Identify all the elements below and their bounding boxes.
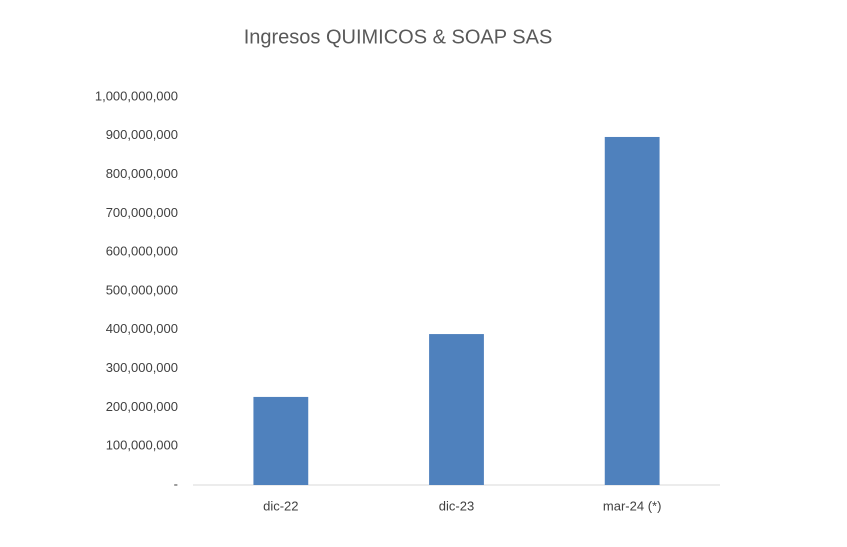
y-tick-label: 800,000,000 (106, 166, 178, 181)
y-tick-label: 500,000,000 (106, 282, 178, 297)
bar (253, 396, 309, 485)
x-tick-label: dic-23 (439, 498, 474, 513)
y-tick-label: 100,000,000 (106, 438, 178, 453)
y-tick-label: - (174, 476, 178, 491)
chart-title: Ingresos QUIMICOS & SOAP SAS (244, 26, 553, 48)
x-tick-label: mar-24 (*) (603, 498, 662, 513)
x-tick-label: dic-22 (263, 498, 298, 513)
bar (429, 334, 484, 485)
bar (604, 136, 660, 486)
y-tick-label: 300,000,000 (106, 360, 178, 375)
y-tick-label: 1,000,000,000 (95, 88, 178, 103)
y-tick-label: 900,000,000 (106, 127, 178, 142)
y-tick-label: 700,000,000 (106, 205, 178, 220)
y-tick-label: 400,000,000 (106, 321, 178, 336)
y-tick-label: 200,000,000 (106, 399, 178, 414)
y-tick-label: 600,000,000 (106, 244, 178, 259)
